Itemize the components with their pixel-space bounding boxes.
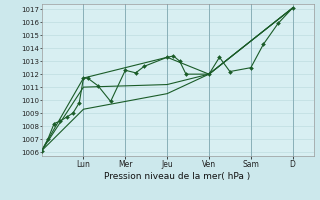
X-axis label: Pression niveau de la mer( hPa ): Pression niveau de la mer( hPa )	[104, 172, 251, 181]
